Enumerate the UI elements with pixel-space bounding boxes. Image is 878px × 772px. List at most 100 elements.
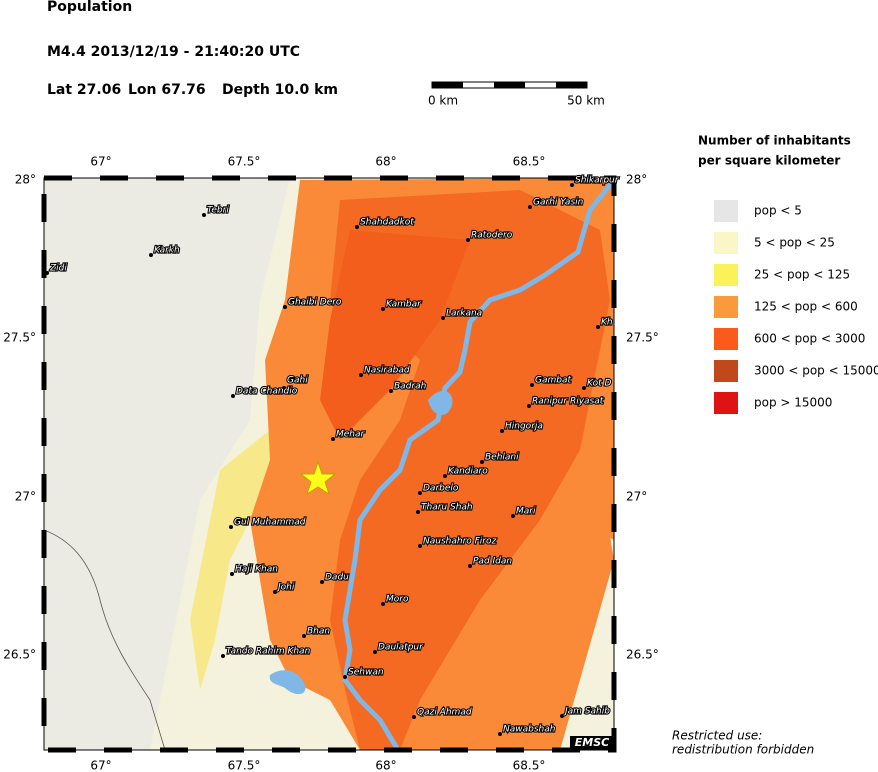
logo-box	[570, 736, 614, 750]
city-dot	[466, 238, 470, 242]
city-label: Kh	[601, 318, 613, 328]
event: M4.4 2013/12/19 - 21:40:20 UTC	[47, 44, 300, 60]
city-label: Haji Khan	[235, 565, 278, 575]
city-dot	[381, 307, 385, 311]
city-dot	[418, 491, 422, 495]
city-dot	[320, 580, 324, 584]
city-label: Qazi Ahmad	[417, 708, 472, 718]
city-dot	[45, 271, 49, 275]
legend-swatch	[714, 328, 738, 350]
scale-end: 50 km	[567, 94, 605, 108]
city-label: Nasirabad	[364, 366, 410, 376]
lon-label: 67.5°	[228, 759, 261, 772]
city-label: Mehar	[336, 430, 366, 440]
city-label: Shikarpur	[575, 176, 620, 186]
city-dot	[416, 510, 420, 514]
legend-swatch	[714, 200, 738, 222]
logo: EMSC	[575, 736, 609, 749]
note: Restricted use:	[672, 729, 762, 743]
city-label: Moro	[386, 595, 409, 605]
legend-swatch	[714, 232, 738, 254]
lat-label: 27°	[626, 490, 647, 504]
city-dot	[221, 654, 225, 658]
lat-label: 28°	[15, 173, 36, 187]
map-area	[44, 178, 614, 750]
city-dot	[273, 590, 277, 594]
city-label: Gambat	[535, 376, 571, 386]
lat-label: 26.5°	[626, 648, 659, 662]
city-label: Badrah	[394, 382, 427, 392]
lat-label: 27.5°	[3, 331, 36, 345]
city-dot	[331, 437, 335, 441]
city-dot	[389, 389, 393, 393]
city-label: Tando Rahim Khan	[226, 647, 311, 657]
city-dot	[480, 460, 484, 464]
city-dot	[500, 429, 504, 433]
city-dot	[511, 514, 515, 518]
lon-label: 67°	[90, 155, 111, 169]
city-label: Ratodero	[471, 231, 513, 241]
legend-swatch	[714, 392, 738, 414]
city-label: Garhi Yasin	[533, 198, 584, 208]
city-label: Zidi	[49, 264, 67, 274]
lon-label: 68.5°	[513, 759, 546, 772]
city-dot	[355, 225, 359, 229]
city-dot	[282, 386, 286, 390]
lat-label: 26.5°	[3, 648, 36, 662]
city-dot	[530, 383, 534, 387]
legend-title: per square kilometer	[698, 154, 840, 168]
city-label: Dadu	[325, 573, 349, 583]
city-label: Behlani	[485, 453, 519, 463]
city-label: Mari	[516, 507, 536, 517]
city-dot	[343, 675, 347, 679]
city-label: Data Chandio	[236, 387, 298, 397]
city-label: Jam Sahib	[563, 707, 610, 717]
city-dot	[229, 525, 233, 529]
city-dot	[230, 572, 234, 576]
city-dot	[283, 305, 287, 309]
city-label: Daulatpur	[378, 643, 424, 653]
city-dot	[560, 714, 564, 718]
lat-label: 28°	[626, 173, 647, 187]
city-label: Ghaibi Dero	[288, 298, 342, 308]
city-dot	[149, 253, 153, 257]
legend-label: 600 < pop < 3000	[754, 332, 865, 346]
legend-label: pop > 15000	[754, 396, 832, 410]
city-dot	[418, 544, 422, 548]
city-dot	[231, 394, 235, 398]
scale-bar: 0 km 50 km	[428, 81, 605, 108]
lon-label: 68°	[375, 155, 396, 169]
city-label: Kambar	[386, 300, 422, 310]
city-label: Kandiaro	[448, 467, 488, 477]
legend-swatch	[714, 296, 738, 318]
lon-label: 68.5°	[513, 155, 546, 169]
map-border	[43, 177, 615, 751]
depth: Depth 10.0 km	[222, 82, 338, 98]
city-dot	[582, 386, 586, 390]
city-label: Naushahro Firoz	[423, 537, 497, 547]
city-dot	[498, 732, 502, 736]
city-label: Ranipur Riyasat	[532, 397, 604, 407]
lat-label: 27.5°	[626, 331, 659, 345]
city-dot	[468, 564, 472, 568]
lon-label: 67.5°	[228, 155, 261, 169]
city-label: Gul Muhammad	[234, 518, 306, 528]
city-label: Pad Idan	[473, 557, 512, 567]
legend-label: 125 < pop < 600	[754, 300, 858, 314]
city-label: Darbelo	[423, 484, 459, 494]
legend-label: pop < 5	[754, 204, 802, 218]
legend-label: 3000 < pop < 15000	[754, 364, 878, 378]
legend-title: Number of inhabitants	[698, 134, 851, 148]
city-dot	[373, 650, 377, 654]
legend-swatch	[714, 360, 738, 382]
city-label: Johi	[276, 583, 295, 593]
city-label: Gahi	[287, 376, 308, 386]
city-dot	[302, 634, 306, 638]
city-label: Hingorja	[505, 422, 543, 432]
city-dot	[202, 213, 206, 217]
epicenter-star	[299, 460, 337, 496]
city-dot	[412, 715, 416, 719]
city-dot	[441, 316, 445, 320]
city-label: Bhan	[307, 627, 330, 637]
